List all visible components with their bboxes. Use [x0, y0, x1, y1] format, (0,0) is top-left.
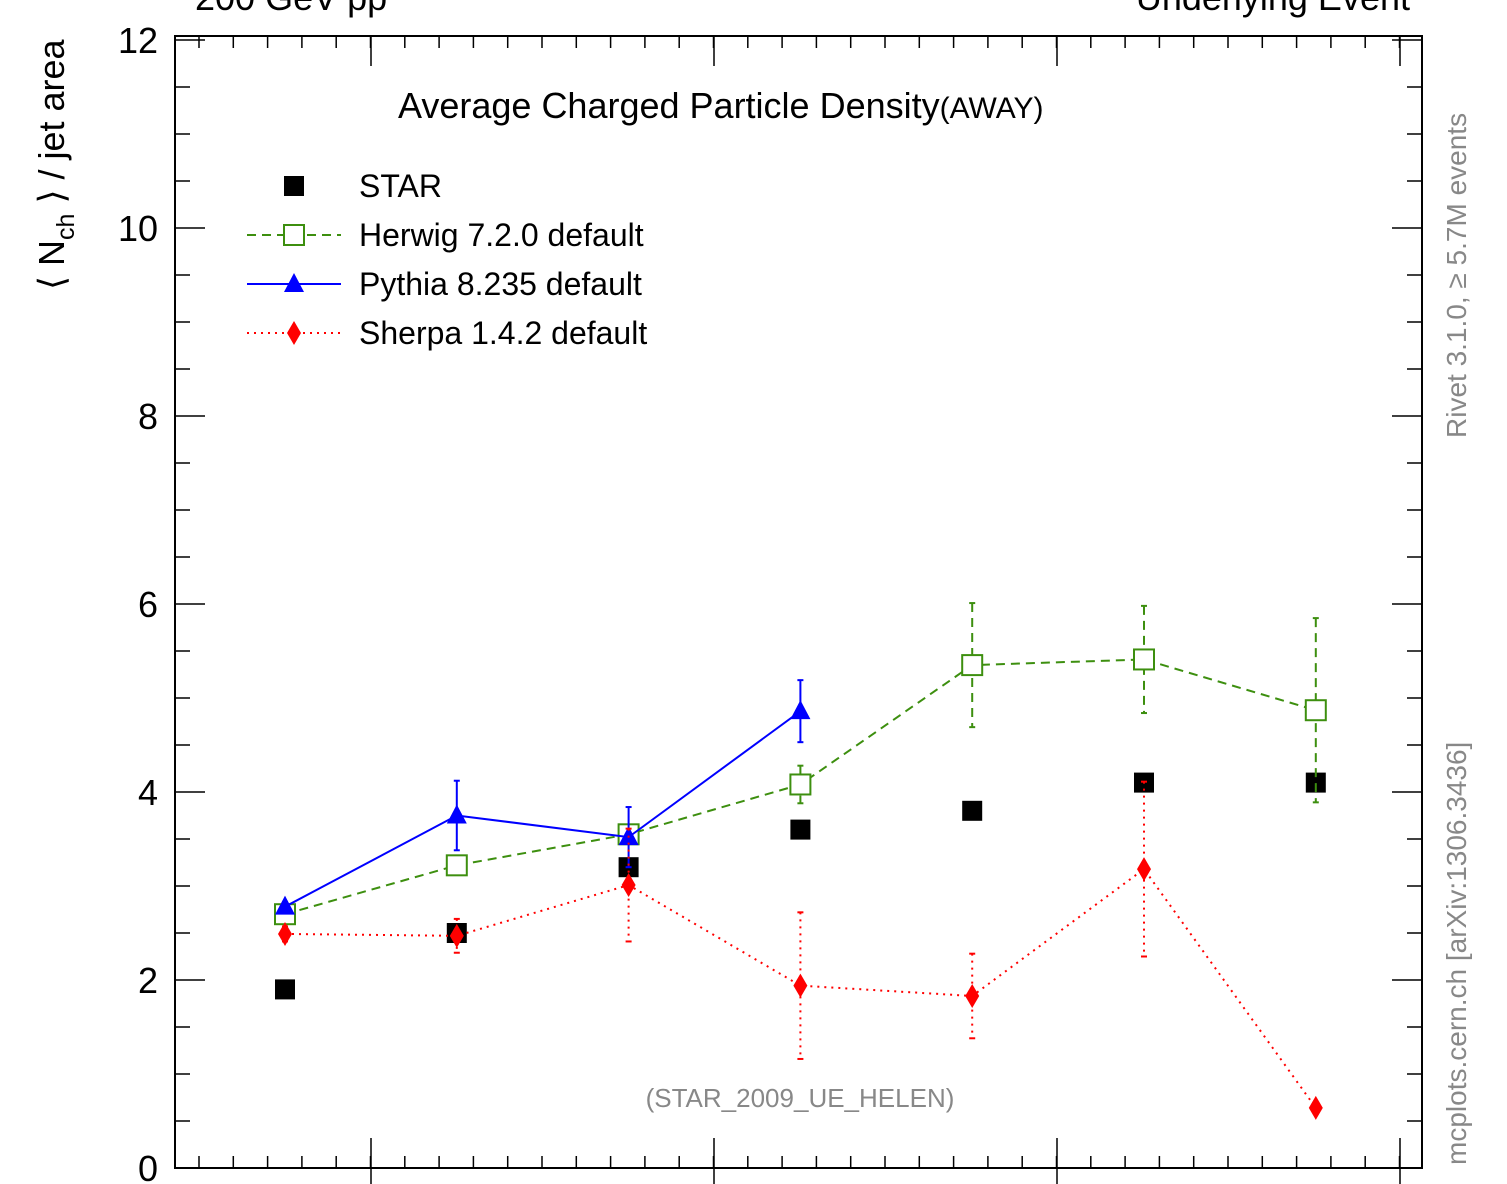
y-tick-label: 8	[138, 396, 158, 437]
mcplots-label: mcplots.cern.ch [arXiv:1306.3436]	[1441, 742, 1472, 1165]
data-point	[1137, 857, 1151, 882]
top-right-label: Underlying Event	[1136, 0, 1410, 18]
data-point	[621, 873, 636, 898]
series-line	[284, 710, 801, 908]
data-point	[1133, 648, 1155, 671]
top-left-label: 200 GeV pp	[195, 0, 387, 18]
data-point	[1304, 699, 1327, 722]
series-herwig-7-2-0-default	[274, 602, 1327, 926]
legend-label: Sherpa 1.4.2 default	[359, 315, 647, 351]
y-axis-label: ⟨ Nch ⟩ / jet area	[31, 38, 80, 290]
y-tick-label: 0	[138, 1148, 158, 1184]
y-tick-label: 4	[138, 772, 158, 813]
legend-item: STAR	[284, 168, 442, 204]
data-point	[618, 826, 639, 846]
y-tick-labels: 0 2 4 6 8 10 12	[118, 20, 158, 1184]
plot-frame	[174, 35, 1423, 1169]
y-axis-label-open: ⟨ N	[31, 240, 72, 290]
chart-title: Average Charged Particle Density(AWAY)	[398, 85, 1044, 126]
data-point	[275, 979, 295, 1000]
legend-marker	[287, 321, 301, 345]
analysis-annotation: (STAR_2009_UE_HELEN)	[646, 1083, 955, 1113]
data-point	[789, 773, 812, 796]
data-point	[961, 654, 984, 677]
y-axis-label-close: ⟩ / jet area	[31, 38, 72, 213]
y-tick-label: 6	[138, 584, 158, 625]
legend-marker	[284, 176, 304, 196]
legend-label: Herwig 7.2.0 default	[359, 217, 644, 253]
data-point	[965, 983, 980, 1008]
y-axis-label-sub: ch	[52, 214, 80, 240]
legend-label: Pythia 8.235 default	[359, 266, 642, 302]
axis-ticks	[175, 36, 1422, 1184]
data-point	[275, 895, 295, 915]
legend-marker	[284, 273, 304, 292]
data-point	[793, 973, 808, 998]
data-point	[445, 854, 468, 877]
data-point	[790, 700, 811, 720]
chart-title-main: Average Charged Particle Density	[398, 85, 940, 126]
series-layer	[274, 602, 1327, 1120]
legend-marker	[283, 224, 305, 246]
data-point	[278, 921, 292, 946]
series-pythia-8-235-default	[275, 679, 811, 915]
y-tick-label: 2	[138, 960, 158, 1001]
data-point	[1308, 1095, 1323, 1120]
rivet-label: Rivet 3.1.0, ≥ 5.7M events	[1441, 113, 1472, 438]
y-tick-label: 12	[118, 20, 158, 61]
legend-item: Sherpa 1.4.2 default	[247, 315, 647, 351]
chart-title-suffix: (AWAY)	[940, 92, 1044, 125]
y-tick-label: 10	[118, 208, 158, 249]
data-point	[962, 800, 983, 821]
legend-item: Pythia 8.235 default	[247, 266, 642, 302]
series-sherpa-1-4-2-default	[278, 780, 1323, 1120]
data-point	[1305, 772, 1326, 793]
legend: STAR Herwig 7.2.0 default Pythia 8.235 def…	[247, 168, 647, 351]
legend-item: Herwig 7.2.0 default	[247, 217, 644, 253]
series-star	[275, 772, 1326, 1000]
data-point	[449, 923, 464, 948]
data-point	[446, 804, 467, 824]
data-point	[790, 819, 811, 840]
legend-label: STAR	[359, 168, 442, 204]
